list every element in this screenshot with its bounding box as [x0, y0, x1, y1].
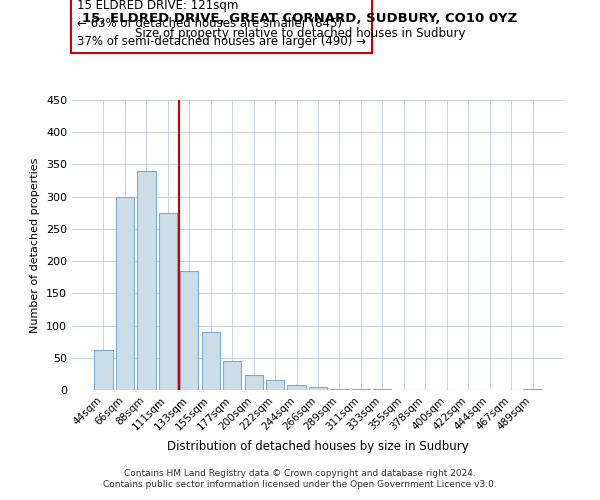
Bar	[523, 388, 542, 390]
Bar	[116, 196, 134, 390]
Bar	[287, 385, 305, 390]
Bar	[180, 271, 199, 390]
Bar	[245, 374, 263, 390]
Bar	[266, 380, 284, 390]
Y-axis label: Number of detached properties: Number of detached properties	[31, 158, 40, 332]
Text: 15 ELDRED DRIVE: 121sqm
← 63% of detached houses are smaller (845)
37% of semi-d: 15 ELDRED DRIVE: 121sqm ← 63% of detache…	[77, 0, 366, 48]
Bar	[331, 388, 349, 390]
Bar	[137, 171, 155, 390]
Bar	[159, 213, 177, 390]
Bar	[202, 332, 220, 390]
Text: Contains public sector information licensed under the Open Government Licence v3: Contains public sector information licen…	[103, 480, 497, 489]
Bar	[223, 361, 241, 390]
Text: 15, ELDRED DRIVE, GREAT CORNARD, SUDBURY, CO10 0YZ: 15, ELDRED DRIVE, GREAT CORNARD, SUDBURY…	[82, 12, 518, 26]
X-axis label: Distribution of detached houses by size in Sudbury: Distribution of detached houses by size …	[167, 440, 469, 453]
Bar	[94, 350, 113, 390]
Text: Size of property relative to detached houses in Sudbury: Size of property relative to detached ho…	[135, 28, 465, 40]
Text: Contains HM Land Registry data © Crown copyright and database right 2024.: Contains HM Land Registry data © Crown c…	[124, 468, 476, 477]
Bar	[309, 387, 327, 390]
